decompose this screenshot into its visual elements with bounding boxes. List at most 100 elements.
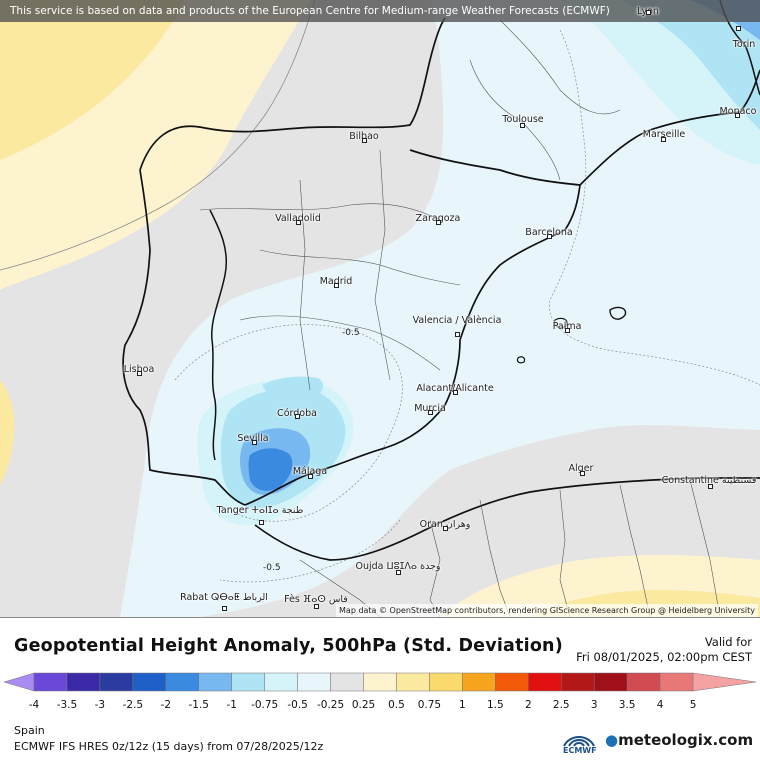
legend-swatch <box>396 672 430 692</box>
city-label: Sevilla <box>237 433 269 444</box>
legend-arrow-low <box>3 672 35 692</box>
city-marker-icon <box>661 137 666 142</box>
legend-arrow-high <box>692 672 757 692</box>
valid-time: Fri 08/01/2025, 02:00pm CEST <box>576 650 752 664</box>
legend-swatch <box>560 672 595 692</box>
legend-swatch <box>165 672 200 692</box>
coastline-france-south <box>579 69 760 186</box>
deep-blue-core <box>248 448 293 491</box>
legend-swatch <box>33 672 68 692</box>
coastline-africa <box>254 477 760 561</box>
legend-swatch <box>528 672 562 692</box>
meteologix-brand-text: meteologix.com <box>618 731 754 749</box>
city-marker-icon <box>436 220 441 225</box>
city-marker-icon <box>137 371 142 376</box>
city-marker-icon <box>296 220 301 225</box>
map-attribution[interactable]: Map data © OpenStreetMap contributors, r… <box>336 604 758 617</box>
city-label: Oran وهران <box>419 519 471 530</box>
legend-tick-label: -2.5 <box>122 699 144 711</box>
city-label: Toulouse <box>502 114 544 125</box>
city-label: Bilbao <box>349 131 379 142</box>
ecmwf-logo-icon[interactable] <box>560 730 598 758</box>
map-svg: -0.5 -0.5 <box>0 0 760 617</box>
city-marker-icon <box>565 328 570 333</box>
legend-tick-label: 2.5 <box>552 699 570 711</box>
valid-time-block: Valid for Fri 08/01/2025, 02:00pm CEST <box>576 635 752 665</box>
city-label: Lisboa <box>123 364 155 375</box>
city-label: Marseille <box>642 129 686 140</box>
city-marker-icon <box>735 113 740 118</box>
island-mallorca <box>609 306 627 320</box>
coastline-west <box>122 169 246 506</box>
legend-tick-label: 1.5 <box>486 699 504 711</box>
legend-swatch <box>462 672 496 692</box>
city-marker-icon <box>547 234 552 239</box>
cyan-area-northeast <box>620 0 760 130</box>
city-marker-icon <box>314 604 319 609</box>
admin-borders <box>199 19 721 617</box>
legend-bar <box>3 672 757 692</box>
island-formentera <box>516 356 526 364</box>
legend-swatch <box>330 672 364 692</box>
city-marker-icon <box>646 10 651 15</box>
city-label: Madrid <box>319 276 353 287</box>
island-ibiza <box>554 317 568 329</box>
city-label: Valencia / València <box>412 315 502 326</box>
city-marker-icon <box>453 390 458 395</box>
color-legend <box>0 668 760 716</box>
city-marker-icon <box>334 283 339 288</box>
legend-swatch <box>231 672 265 692</box>
legend-tick-label: 0.25 <box>351 699 376 711</box>
city-label: Constantine قسنطينة <box>661 475 757 486</box>
model-run-info: ECMWF IFS HRES 0z/12z (15 days) from 07/… <box>14 740 324 753</box>
border-pyrenees <box>409 149 581 186</box>
ecmwf-notice-banner: This service is based on data and produc… <box>0 0 760 22</box>
coastline-north <box>139 17 446 171</box>
legend-tick-label: -0.25 <box>316 699 345 711</box>
city-marker-icon <box>580 471 585 476</box>
city-label: Monaco <box>719 106 757 117</box>
yellow-area-southwest <box>0 380 15 485</box>
city-label: Oujda ⵡⵓⵊⴷⴰ وجدة <box>355 561 441 572</box>
legend-tick-label: -0.75 <box>251 699 279 711</box>
legend-tick-label: -1.5 <box>188 699 210 711</box>
page-title: Geopotential Height Anomaly, 500hPa (Std… <box>14 636 563 656</box>
map-canvas[interactable]: -0.5 -0.5 This service is based on data … <box>0 0 760 618</box>
city-marker-icon <box>222 606 227 611</box>
legend-swatch <box>495 672 529 692</box>
city-marker-icon <box>443 526 448 531</box>
city-marker-icon <box>736 26 741 31</box>
border-portugal <box>209 209 228 461</box>
cyan-lobe-cordoba <box>262 376 324 403</box>
legend-swatch <box>297 672 331 692</box>
city-marker-icon <box>295 414 300 419</box>
city-label: Fès ⴼⴰⵙ فاس <box>284 594 348 605</box>
legend-swatch <box>429 672 463 692</box>
legend-swatch <box>198 672 232 692</box>
legend-tick-label: 0.5 <box>388 699 405 711</box>
city-marker-icon <box>396 570 401 575</box>
legend-tick-label: 4 <box>656 699 664 711</box>
legend-swatch <box>264 672 298 692</box>
legend-swatch <box>99 672 134 692</box>
legend-tick-label: -0.5 <box>287 699 308 711</box>
legend-tick-label: 3.5 <box>618 699 636 711</box>
city-marker-icon <box>520 123 525 128</box>
city-label: Alacant/Alicante <box>416 383 494 394</box>
yellow-area-northwest <box>0 0 185 160</box>
city-marker-icon <box>428 410 433 415</box>
legend-tick-label: -3 <box>94 699 106 711</box>
legend-tick-label: -4 <box>28 699 40 711</box>
contour-line-zero-north <box>0 0 316 271</box>
legend-swatch <box>363 672 397 692</box>
legend-tick-label: 2 <box>524 699 532 711</box>
city-marker-icon <box>259 520 264 525</box>
contour-dotted-east <box>549 29 760 386</box>
contour-label-minus-half-1: -0.5 <box>342 328 360 338</box>
valid-label: Valid for <box>704 635 752 649</box>
city-marker-icon <box>455 332 460 337</box>
city-marker-icon <box>308 474 313 479</box>
city-marker-icon <box>252 440 257 445</box>
city-label: Rabat ⵕⴱⴰⵟ الرباط <box>180 592 268 603</box>
meteologix-logo[interactable]: ●meteologix.com <box>605 731 753 749</box>
